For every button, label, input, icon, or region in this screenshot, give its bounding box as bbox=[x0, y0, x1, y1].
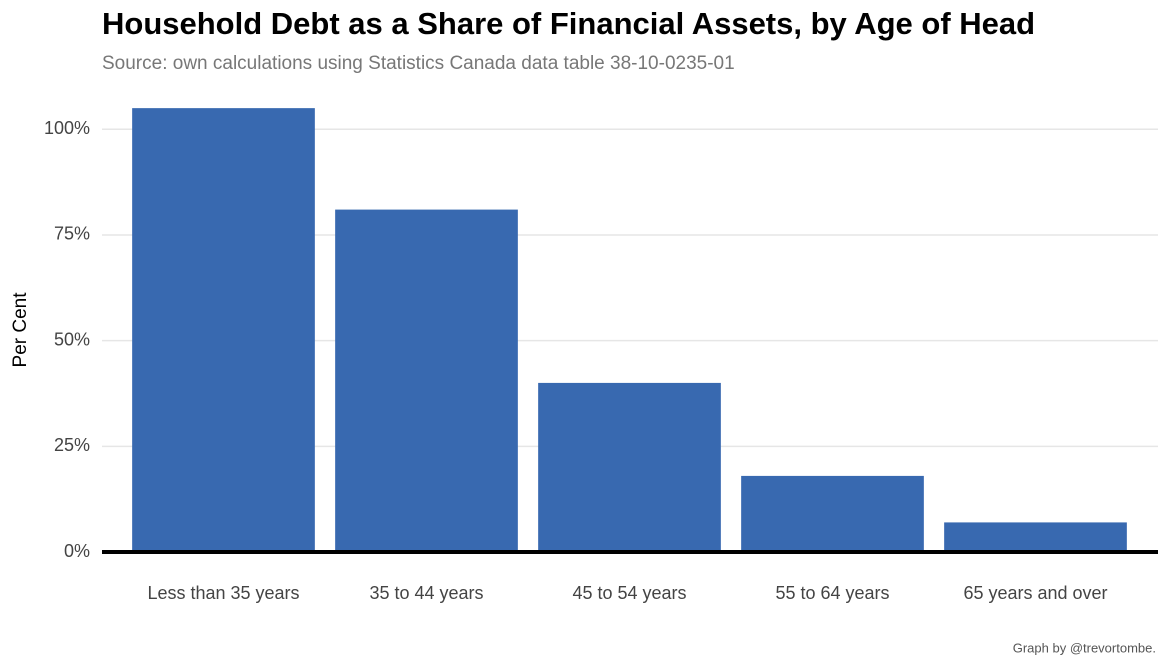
x-tick-label: Less than 35 years bbox=[147, 583, 299, 603]
caption: Graph by @trevortombe. bbox=[1013, 640, 1156, 655]
chart-title: Household Debt as a Share of Financial A… bbox=[102, 6, 1035, 41]
bar bbox=[335, 209, 518, 552]
x-tick-label: 65 years and over bbox=[963, 583, 1107, 603]
bar bbox=[741, 475, 924, 552]
y-tick-label: 0% bbox=[64, 541, 90, 561]
x-tick-label: 55 to 64 years bbox=[775, 583, 889, 603]
bar bbox=[538, 382, 721, 552]
x-tick-label: 45 to 54 years bbox=[572, 583, 686, 603]
bar bbox=[944, 522, 1127, 552]
y-tick-label: 50% bbox=[54, 329, 90, 349]
x-tick-label: 35 to 44 years bbox=[369, 583, 483, 603]
chart-subtitle: Source: own calculations using Statistic… bbox=[102, 53, 735, 74]
y-tick-label: 25% bbox=[54, 435, 90, 455]
bar bbox=[132, 108, 315, 553]
y-tick-label: 75% bbox=[54, 224, 90, 244]
y-axis-label: Per Cent bbox=[10, 292, 31, 368]
y-tick-label: 100% bbox=[44, 118, 90, 138]
